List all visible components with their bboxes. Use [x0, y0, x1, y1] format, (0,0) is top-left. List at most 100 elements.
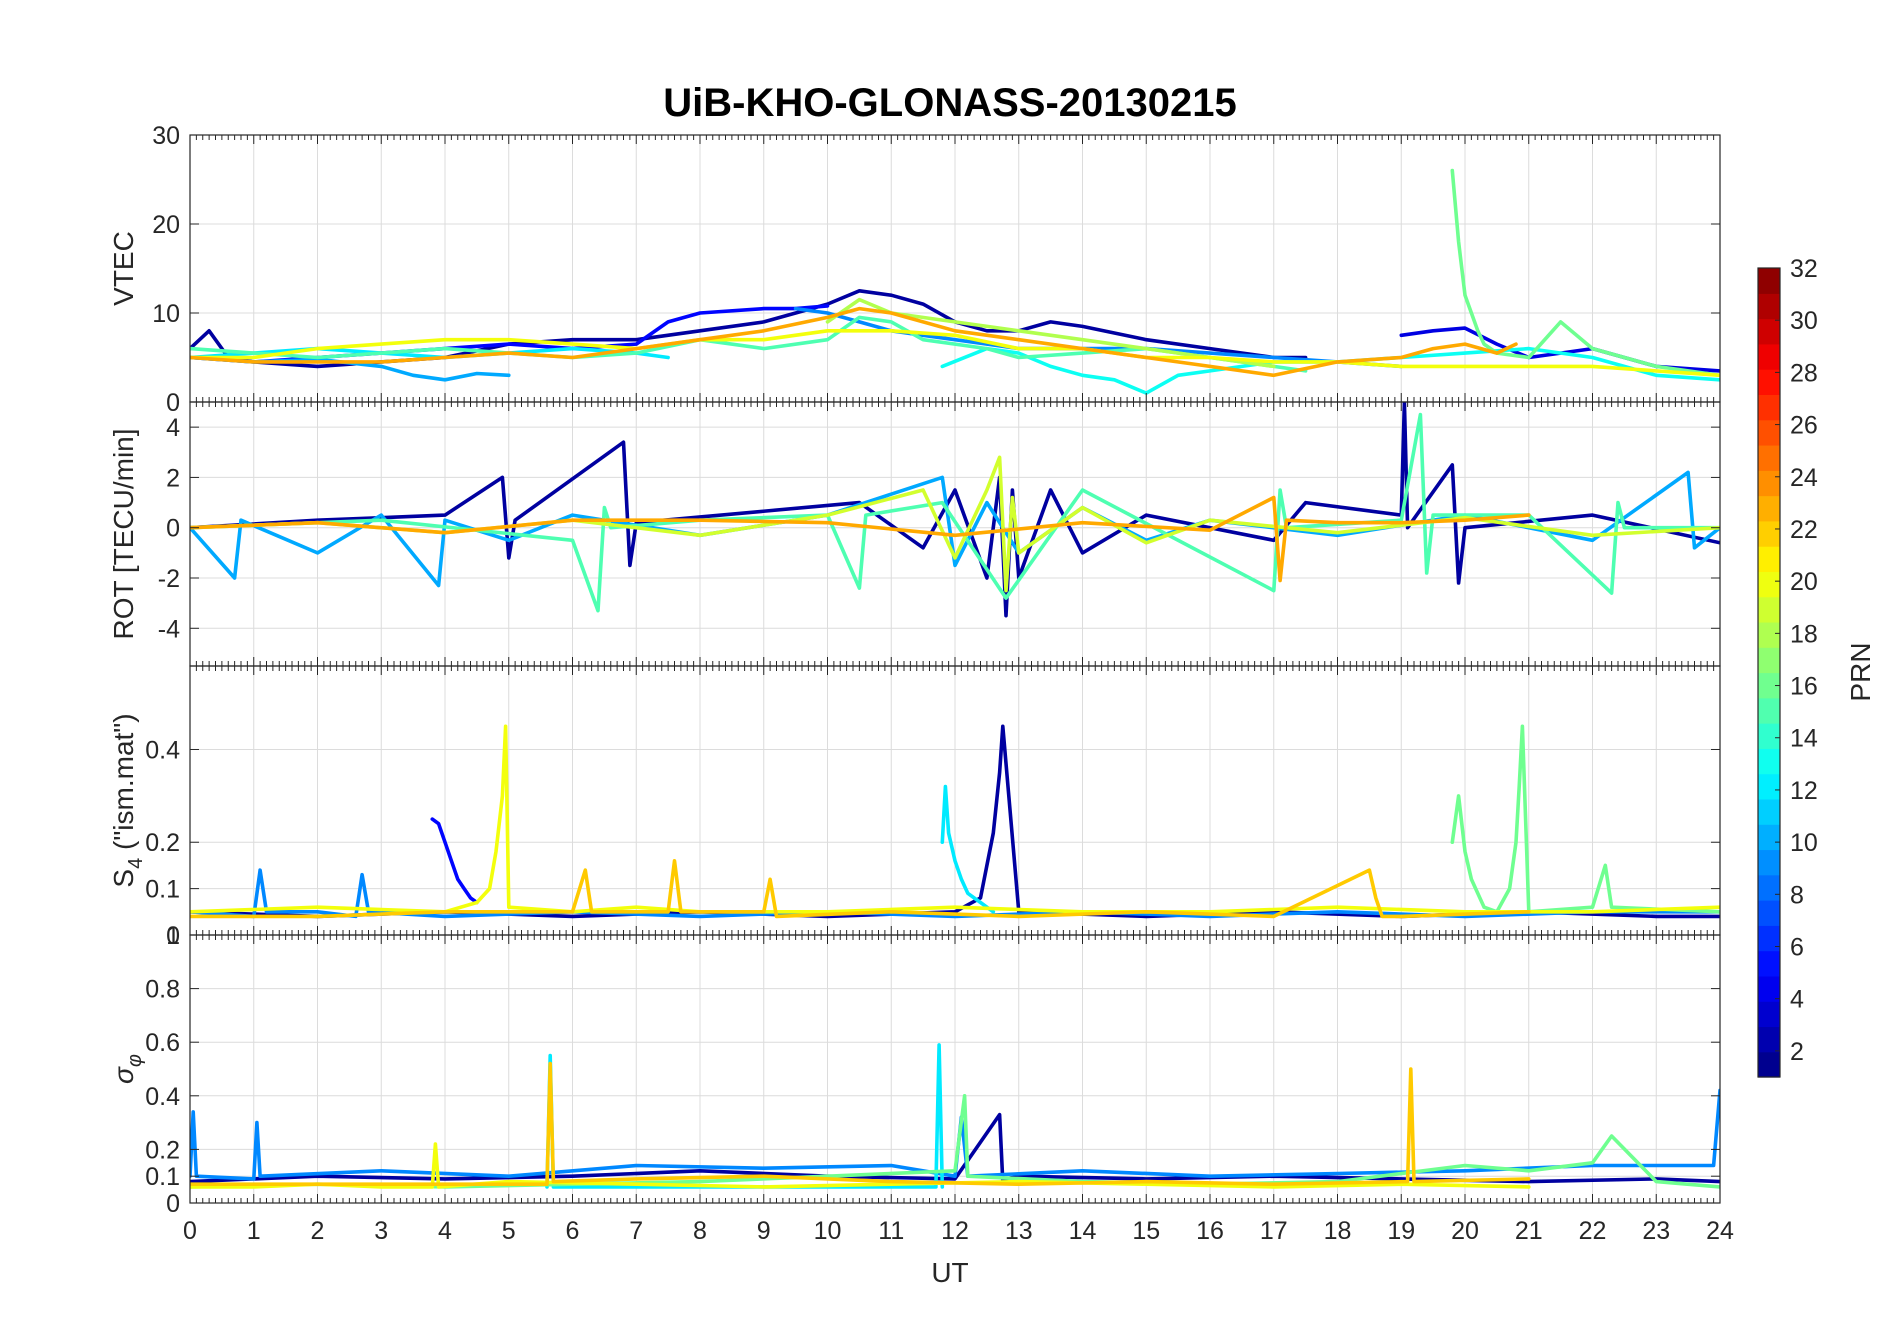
series-prn-20 — [190, 328, 1720, 378]
y-tick-label: 20 — [152, 211, 180, 239]
colorbar-segment — [1758, 546, 1780, 572]
colorbar-segment — [1758, 268, 1780, 294]
x-tick-label: 6 — [566, 1217, 580, 1245]
colorbar-segment — [1758, 975, 1780, 1002]
series-prn-19 — [190, 455, 1720, 593]
colorbar-segment — [1758, 874, 1780, 901]
x-tick-label: 1 — [247, 1217, 261, 1245]
series-group — [190, 402, 1720, 618]
panel-rot: -4 -2 0 2 4 ROT [TECU/min] — [108, 401, 1721, 667]
y-tick-label: 30 — [152, 122, 180, 150]
colorbar-tick-label: 18 — [1790, 620, 1818, 648]
colorbar-segment — [1758, 824, 1780, 851]
y-tick-label: 0.4 — [145, 1083, 180, 1111]
x-axis: 0 1 2 3 4 5 6 7 8 9 10 11 12 13 14 15 16 17 18 19 20 21 22 23 24 — [183, 1217, 1734, 1245]
colorbar-segment — [1758, 444, 1780, 471]
x-tick-label: 0 — [183, 1217, 197, 1245]
colorbar-tick-label: 14 — [1790, 725, 1818, 753]
y-tick-label: 0.2 — [145, 1136, 180, 1164]
colorbar-segment — [1758, 723, 1780, 749]
colorbar-tick-label: 26 — [1790, 412, 1818, 440]
panel-vtec: 0 10 20 30 VTEC — [108, 122, 1721, 417]
colorbar-segment — [1758, 369, 1780, 396]
y-tick-label: -4 — [158, 615, 180, 643]
x-tick-label: 8 — [693, 1217, 707, 1245]
colorbar-segment — [1758, 950, 1780, 977]
x-tick-label: 10 — [814, 1217, 842, 1245]
colorbar-segment — [1758, 773, 1780, 800]
y-tick-label: 0 — [166, 515, 180, 543]
x-tick-label: 2 — [311, 1217, 325, 1245]
series-prn-15 — [190, 315, 1308, 373]
series-prn-16 — [1450, 724, 1720, 914]
y-tick-label: 0.6 — [145, 1029, 180, 1057]
chart-title: UiB-KHO-GLONASS-20130215 — [663, 81, 1237, 125]
series-group — [190, 168, 1720, 395]
colorbar-tick-label: 16 — [1790, 673, 1818, 701]
colorbar-segment — [1758, 1001, 1780, 1028]
colorbar-tick-label: 30 — [1790, 307, 1818, 335]
x-tick-label: 14 — [1069, 1217, 1097, 1245]
y-tick-label: 0 — [166, 1190, 180, 1218]
series-prn-22 — [190, 1061, 1531, 1186]
y-tick-label: 0.1 — [145, 1163, 180, 1191]
y-axis-label: ROT [TECU/min] — [108, 428, 139, 639]
colorbar-segment — [1758, 647, 1780, 674]
y-tick-label: 10 — [152, 300, 180, 328]
colorbar-tick-label: 24 — [1790, 464, 1818, 492]
y-tick-label: 0.1 — [145, 876, 180, 904]
series-prn-9 — [793, 306, 1404, 369]
colorbar-segment — [1758, 394, 1780, 421]
colorbar-tick-label: 4 — [1790, 986, 1804, 1014]
y-tick-label: 1 — [166, 922, 180, 950]
series-prn-12 — [940, 784, 996, 914]
y-axis-label: VTEC — [108, 231, 139, 306]
colorbar-segment — [1758, 470, 1780, 497]
colorbar-segment — [1758, 571, 1780, 598]
series-prn-20 — [190, 724, 1720, 914]
x-tick-label: 16 — [1196, 1217, 1224, 1245]
series-prn-16 — [190, 1094, 1720, 1189]
series-group — [190, 724, 1720, 919]
series-prn-16 — [1450, 168, 1720, 378]
colorbar-tick-label: 28 — [1790, 359, 1818, 387]
y-tick-label: 2 — [166, 464, 180, 492]
colorbar-segment — [1758, 621, 1780, 648]
colorbar-segment — [1758, 672, 1780, 699]
x-tick-label: 7 — [629, 1217, 643, 1245]
y-tick-label: -2 — [158, 565, 180, 593]
x-tick-label: 24 — [1706, 1217, 1734, 1245]
y-axis-label: σφ — [108, 1054, 146, 1084]
x-tick-label: 21 — [1515, 1217, 1543, 1245]
x-tick-label: 20 — [1451, 1217, 1479, 1245]
y-axis-label: S4 ("ism.mat") — [108, 713, 147, 887]
series-prn-23 — [190, 306, 1518, 378]
x-axis-label: UT — [931, 1257, 968, 1288]
x-tick-label: 13 — [1005, 1217, 1033, 1245]
colorbar-segment — [1758, 1026, 1780, 1053]
series-prn-22 — [190, 858, 1531, 919]
colorbar-tick-label: 22 — [1790, 516, 1818, 544]
colorbar-segment — [1758, 520, 1780, 547]
colorbar-segment — [1758, 419, 1780, 446]
y-tick-label: 0.4 — [145, 736, 180, 764]
colorbar-segment — [1758, 318, 1780, 345]
x-tick-label: 17 — [1260, 1217, 1288, 1245]
x-tick-label: 9 — [757, 1217, 771, 1245]
x-tick-label: 18 — [1324, 1217, 1352, 1245]
x-tick-label: 15 — [1132, 1217, 1160, 1245]
colorbar-segment — [1758, 596, 1780, 623]
colorbar-segment — [1758, 925, 1780, 952]
colorbar-segment — [1758, 748, 1780, 775]
colorbar-segment — [1758, 697, 1780, 724]
colorbar-tick-label: 6 — [1790, 934, 1804, 962]
y-tick-label: 4 — [166, 414, 180, 442]
colorbar-segment — [1758, 293, 1780, 320]
colorbar-tick-label: 20 — [1790, 568, 1818, 596]
colorbar-segment — [1758, 343, 1780, 370]
x-tick-label: 5 — [502, 1217, 516, 1245]
series-prn-4 — [1399, 326, 1720, 373]
